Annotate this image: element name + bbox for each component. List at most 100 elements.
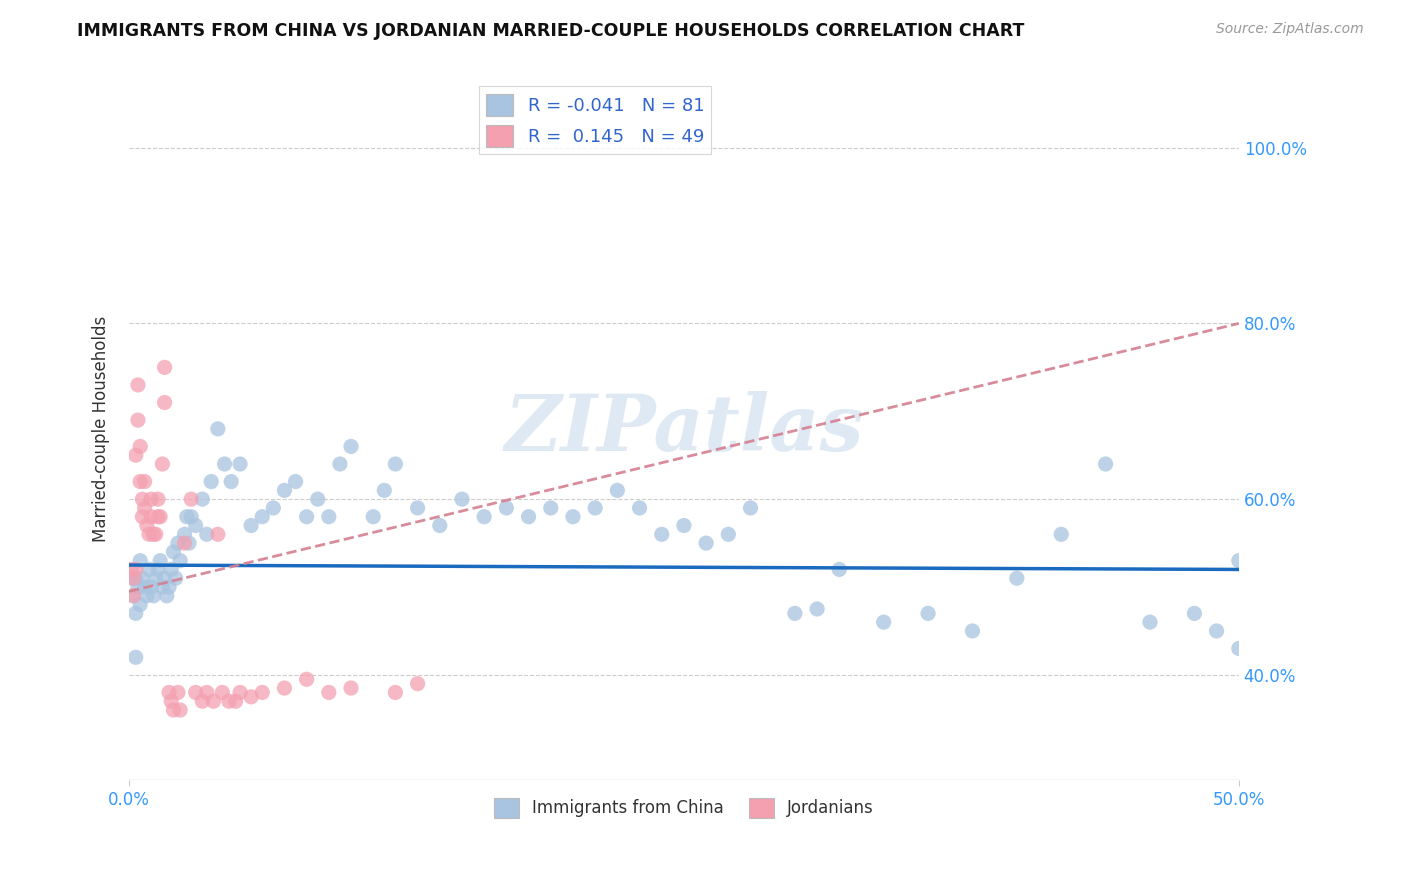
Point <box>129 439 152 453</box>
Point <box>373 483 395 498</box>
Point <box>131 571 153 585</box>
Point <box>273 483 295 498</box>
Point <box>169 554 191 568</box>
Point <box>806 602 828 616</box>
Point <box>153 360 176 375</box>
Point <box>495 500 517 515</box>
Point <box>1205 624 1227 638</box>
Point <box>134 475 156 489</box>
Point <box>127 378 149 392</box>
Point <box>127 580 149 594</box>
Legend: Immigrants from China, Jordanians: Immigrants from China, Jordanians <box>488 791 880 825</box>
Point <box>142 527 165 541</box>
Point <box>200 475 222 489</box>
Point <box>273 681 295 695</box>
Point <box>628 500 651 515</box>
Text: Source: ZipAtlas.com: Source: ZipAtlas.com <box>1216 22 1364 37</box>
Point <box>295 673 318 687</box>
Point <box>191 492 214 507</box>
Point <box>160 562 183 576</box>
Point <box>131 509 153 524</box>
Point <box>783 607 806 621</box>
Point <box>129 554 152 568</box>
Point <box>562 509 585 524</box>
Point <box>180 509 202 524</box>
Point <box>406 676 429 690</box>
Point <box>583 500 606 515</box>
Point <box>180 492 202 507</box>
Point <box>214 457 236 471</box>
Point <box>122 589 145 603</box>
Point <box>252 685 274 699</box>
Point <box>207 422 229 436</box>
Point <box>384 457 406 471</box>
Point <box>240 690 263 704</box>
Point <box>177 536 200 550</box>
Point <box>125 448 148 462</box>
Point <box>135 589 157 603</box>
Point <box>150 457 173 471</box>
Point <box>150 580 173 594</box>
Point <box>122 589 145 603</box>
Point <box>138 562 160 576</box>
Point <box>149 509 172 524</box>
Point <box>146 509 169 524</box>
Point <box>329 457 352 471</box>
Point <box>162 545 184 559</box>
Point <box>125 571 148 585</box>
Point <box>340 439 363 453</box>
Point <box>122 571 145 585</box>
Point <box>1139 615 1161 629</box>
Point <box>129 475 152 489</box>
Point <box>195 527 218 541</box>
Point <box>1182 607 1205 621</box>
Point <box>125 607 148 621</box>
Point <box>176 509 198 524</box>
Point <box>651 527 673 541</box>
Point <box>384 685 406 699</box>
Point <box>540 500 562 515</box>
Point <box>451 492 474 507</box>
Point <box>125 562 148 576</box>
Point <box>145 571 167 585</box>
Point <box>295 509 318 524</box>
Point <box>169 703 191 717</box>
Point <box>162 703 184 717</box>
Point <box>120 571 142 585</box>
Point <box>157 685 180 699</box>
Point <box>146 562 169 576</box>
Point <box>173 536 195 550</box>
Point <box>184 518 207 533</box>
Point <box>211 685 233 699</box>
Point <box>1227 554 1250 568</box>
Point <box>202 694 225 708</box>
Point <box>318 509 340 524</box>
Point <box>160 694 183 708</box>
Point <box>167 685 190 699</box>
Point <box>191 694 214 708</box>
Y-axis label: Married-couple Households: Married-couple Households <box>93 316 110 542</box>
Point <box>207 527 229 541</box>
Point <box>262 500 284 515</box>
Point <box>717 527 740 541</box>
Point <box>129 598 152 612</box>
Point <box>156 589 179 603</box>
Point <box>429 518 451 533</box>
Point <box>672 518 695 533</box>
Text: ZIPatlas: ZIPatlas <box>505 391 863 467</box>
Point <box>157 580 180 594</box>
Point <box>195 685 218 699</box>
Point <box>127 413 149 427</box>
Point <box>218 694 240 708</box>
Text: IMMIGRANTS FROM CHINA VS JORDANIAN MARRIED-COUPLE HOUSEHOLDS CORRELATION CHART: IMMIGRANTS FROM CHINA VS JORDANIAN MARRI… <box>77 22 1025 40</box>
Point <box>962 624 984 638</box>
Point <box>141 492 163 507</box>
Point <box>165 571 187 585</box>
Point <box>517 509 540 524</box>
Point <box>145 527 167 541</box>
Point <box>153 571 176 585</box>
Point <box>307 492 329 507</box>
Point <box>219 475 242 489</box>
Point <box>1050 527 1073 541</box>
Point <box>167 536 190 550</box>
